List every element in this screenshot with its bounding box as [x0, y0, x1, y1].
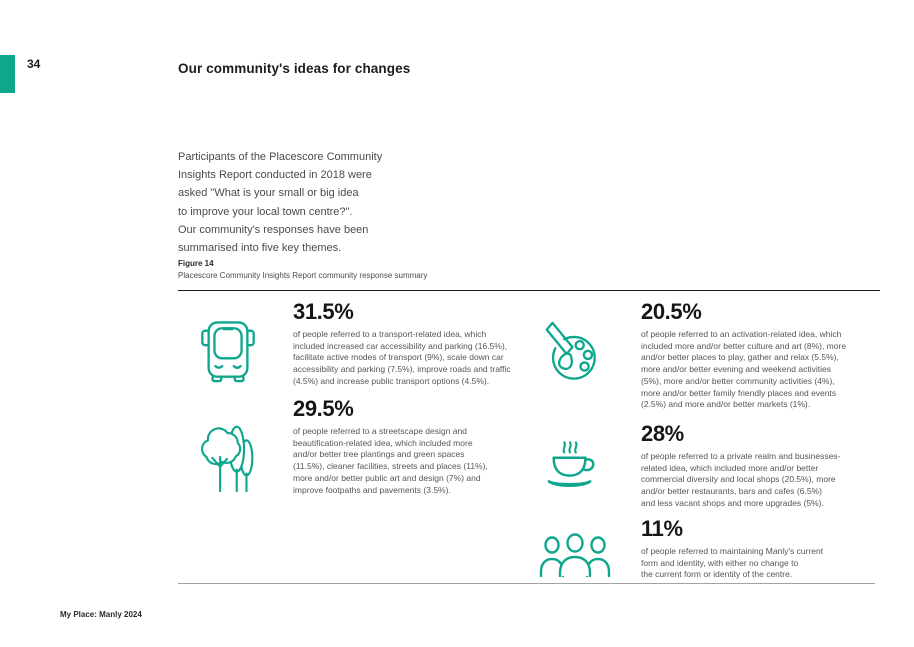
bus-icon [200, 321, 256, 383]
footer-text: My Place: Manly 2024 [60, 610, 142, 619]
coffee-cup-icon [545, 439, 597, 491]
stat-activation-description: of people referred to an activation-rela… [641, 329, 847, 410]
stat-activation: 20.5% of people referred to an activatio… [641, 299, 881, 411]
intro-paragraph: Participants of the Placescore Community… [178, 151, 383, 255]
stat-streetscape: 29.5% of people referred to a streetscap… [293, 396, 533, 496]
figure-label: Figure 14 [178, 259, 214, 268]
stat-streetscape-value: 29.5% [293, 396, 354, 421]
stat-private-realm: 28% of people referred to a private real… [641, 421, 881, 510]
trees-icon [197, 416, 255, 494]
stat-identity: 11% of people referred to maintaining Ma… [641, 516, 881, 581]
figure-bottom-rule [178, 583, 875, 584]
stat-private-realm-description: of people referred to a private realm an… [641, 451, 841, 508]
page-title: Our community's ideas for changes [178, 61, 411, 76]
paint-palette-icon [541, 319, 599, 383]
figure-top-rule [178, 290, 880, 291]
stat-transport: 31.5% of people referred to a transport-… [293, 299, 533, 388]
people-icon [539, 533, 611, 577]
stat-private-realm-value: 28% [641, 421, 684, 446]
page-accent-bar [0, 55, 15, 93]
figure-caption: Placescore Community Insights Report com… [178, 271, 428, 280]
stat-activation-value: 20.5% [641, 299, 702, 324]
stat-transport-value: 31.5% [293, 299, 354, 324]
stat-identity-description: of people referred to maintaining Manly'… [641, 546, 824, 580]
stat-streetscape-description: of people referred to a streetscape desi… [293, 426, 488, 495]
stat-identity-value: 11% [641, 516, 683, 541]
stat-transport-description: of people referred to a transport-relate… [293, 329, 511, 386]
page-number: 34 [27, 57, 41, 71]
